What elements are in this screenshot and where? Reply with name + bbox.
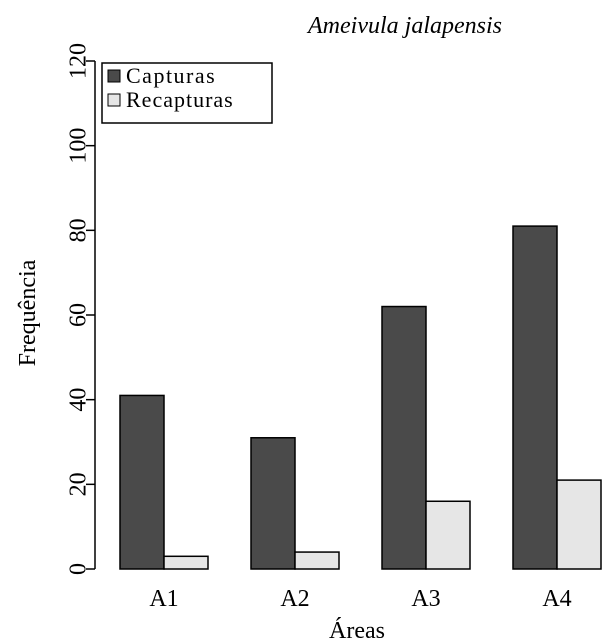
y-tick-label: 60 <box>66 303 92 327</box>
bars <box>119 225 602 570</box>
x-tick-labels: A1 A2 A3 A4 <box>149 586 571 612</box>
legend-label-capturas: Capturas <box>126 63 216 88</box>
y-tick-label: 100 <box>66 128 92 164</box>
bar-capturas-a2 <box>250 437 296 570</box>
x-tick-label: A3 <box>411 586 440 612</box>
x-tick-label: A1 <box>149 586 178 612</box>
bar-recapturas-a1 <box>163 555 209 570</box>
bar-capturas-a3 <box>381 305 427 570</box>
legend-label-recapturas: Recapturas <box>126 87 234 112</box>
y-tick-label: 0 <box>66 563 92 575</box>
y-axis: 0 20 40 60 80 100 120 <box>66 43 96 575</box>
bar-recapturas-a2 <box>294 551 340 570</box>
x-tick-label: A2 <box>280 586 309 612</box>
y-tick-label: 120 <box>66 43 92 79</box>
bar-capturas-a4 <box>512 225 558 570</box>
bar-recapturas-a3 <box>425 500 471 570</box>
legend-swatch-recapturas <box>107 93 121 107</box>
legend: Capturas Recapturas <box>101 62 273 124</box>
y-axis-label: Frequência <box>15 259 41 366</box>
bar-capturas-a1 <box>119 394 165 570</box>
legend-box <box>101 62 273 124</box>
chart-title: Ameivula jalapensis <box>306 13 502 39</box>
y-tick-label: 80 <box>66 218 92 242</box>
y-tick-label: 20 <box>66 472 92 496</box>
bar-recapturas-a4 <box>556 479 602 570</box>
x-tick-label: A4 <box>542 586 571 612</box>
y-tick-label: 40 <box>66 388 92 412</box>
legend-swatch-capturas <box>107 69 121 83</box>
x-axis-label: Áreas <box>329 618 385 643</box>
